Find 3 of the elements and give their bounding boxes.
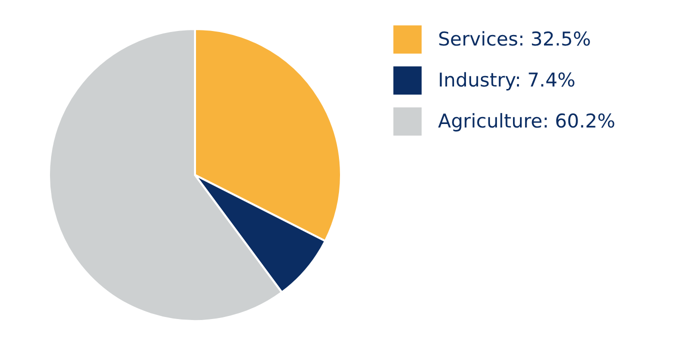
legend-label: Agriculture: 60.2% — [438, 110, 616, 132]
legend-label: Industry: 7.4% — [438, 70, 576, 92]
legend-label: Services: 32.5% — [438, 28, 591, 50]
